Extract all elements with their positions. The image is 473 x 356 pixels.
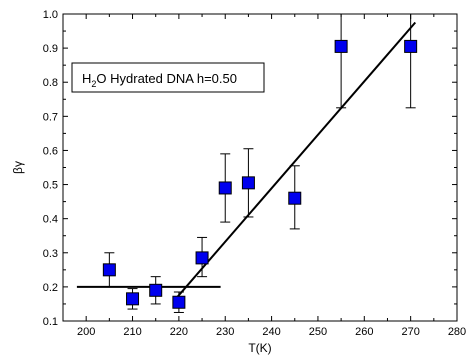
data-point (241, 148, 255, 218)
data-marker (126, 292, 140, 306)
x-tick-label: 280 (448, 326, 466, 338)
legend-label: H2O Hydrated DNA h=0.50 (82, 71, 237, 89)
x-tick-label: 250 (309, 326, 327, 338)
legend-text-main: H (82, 71, 91, 86)
data-marker (102, 263, 116, 277)
data-point (404, 14, 418, 109)
legend-text-rest: O Hydrated DNA h=0.50 (96, 71, 237, 86)
y-tick-label: 1.0 (43, 9, 58, 21)
fit-lines (76, 21, 417, 302)
data-marker (218, 181, 232, 195)
data-point (149, 276, 163, 305)
x-tick-label: 200 (77, 326, 95, 338)
y-tick-label: 0.9 (43, 43, 58, 55)
y-tick-label: 0.7 (43, 111, 58, 123)
x-tick-label: 240 (262, 326, 280, 338)
y-tick-label: 0.1 (43, 316, 58, 328)
x-tick-label: 220 (170, 326, 188, 338)
data-point (334, 14, 348, 109)
y-tick-label: 0.6 (43, 145, 58, 157)
data-marker (288, 191, 302, 205)
data-point (195, 236, 209, 278)
x-tick-label: 230 (216, 326, 234, 338)
data-marker (334, 39, 348, 53)
data-marker (404, 39, 418, 53)
data-point (218, 153, 232, 223)
data-marker (241, 176, 255, 190)
legend: H2O Hydrated DNA h=0.50 (71, 62, 265, 93)
legend-box (71, 62, 265, 93)
y-tick-label: 0.2 (43, 282, 58, 294)
data-point (288, 165, 302, 230)
x-tick-label: 260 (355, 326, 373, 338)
data-marker (172, 295, 186, 309)
fit-line (173, 21, 417, 302)
y-tick-label: 0.3 (43, 248, 58, 260)
y-tick-label: 0.8 (43, 77, 58, 89)
data-point (172, 291, 186, 313)
data-point (102, 252, 116, 288)
data-marker (195, 251, 209, 265)
x-tick-label: 270 (401, 326, 419, 338)
y-tick-label: 0.5 (43, 180, 58, 192)
y-axis-title: βγ (11, 161, 25, 174)
plot-frame (62, 13, 458, 322)
x-axis-title: T(K) (248, 341, 271, 355)
axes: 200 210 220 230 240 250 260 270 280 0.1 0.2 0.3 0.4 0… (11, 9, 466, 355)
data-point (126, 288, 140, 310)
data-points (102, 14, 418, 313)
data-marker (149, 283, 163, 297)
y-tick-label: 0.4 (43, 214, 58, 226)
x-tick-label: 210 (123, 326, 141, 338)
legend-text-subscript: 2 (91, 79, 96, 89)
